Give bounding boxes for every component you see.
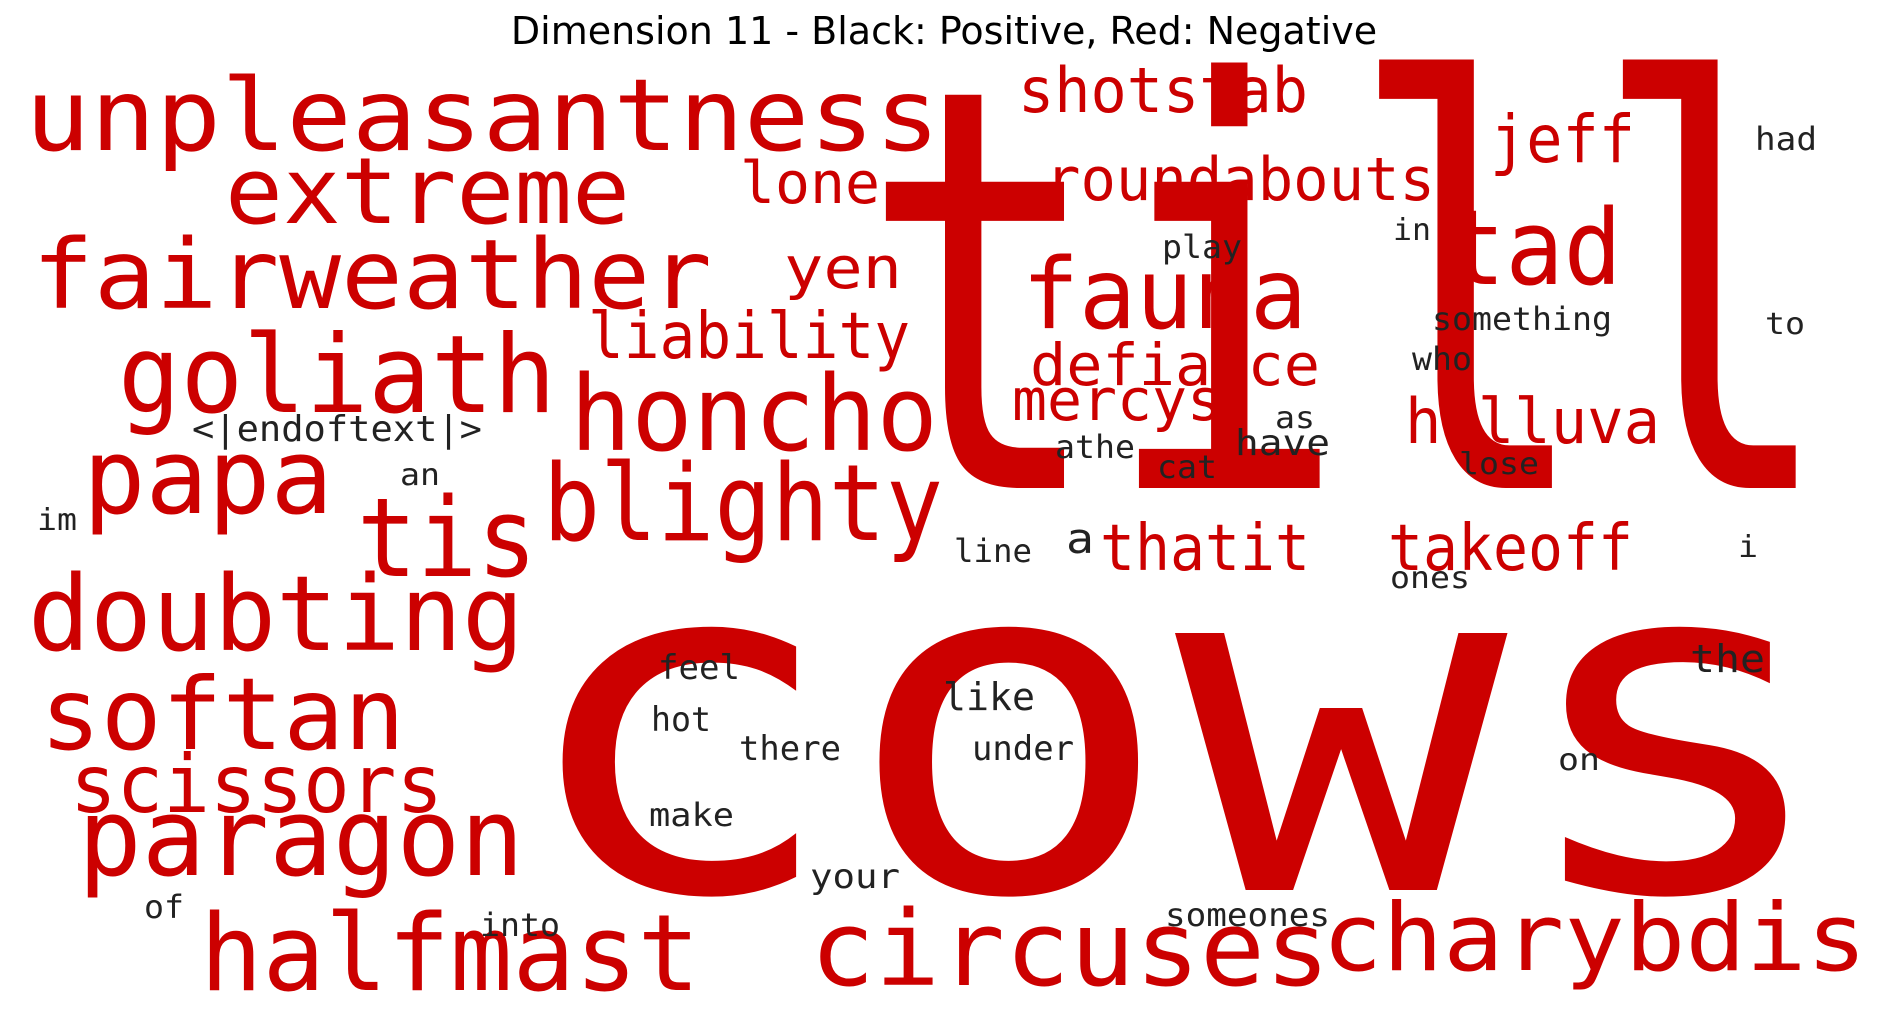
word-negative: till <box>860 0 1835 621</box>
word-negative: roundabouts <box>1045 145 1435 215</box>
word-negative: honcho <box>570 353 938 475</box>
word-negative: tis <box>357 474 537 602</box>
word-negative: paragon <box>78 776 524 901</box>
word-negative: extreme <box>225 138 630 245</box>
word-negative: jeff <box>1490 101 1635 178</box>
word-positive: have <box>1235 423 1330 464</box>
word-positive: ones <box>1390 561 1470 596</box>
chart-title: Dimension 11 - Black: Positive, Red: Neg… <box>510 9 1378 53</box>
word-positive: athe <box>1055 428 1135 466</box>
word-negative: mercys <box>1012 366 1222 434</box>
word-negative: unpleasantness <box>25 57 940 174</box>
word-positive: someones <box>1165 896 1330 934</box>
word-negative: tad <box>1447 187 1622 309</box>
word-positive: im <box>37 503 77 538</box>
word-negative: fairweather <box>32 219 712 331</box>
word-positive: lose <box>1459 447 1539 482</box>
word-negative: doubting <box>28 553 524 675</box>
word-positive: in <box>1393 213 1431 248</box>
word-positive: an <box>400 458 440 493</box>
word-positive: your <box>810 857 900 897</box>
word-positive: under <box>972 729 1074 769</box>
word-negative: scissors <box>70 738 443 831</box>
word-negative: blighty <box>543 442 943 565</box>
word-negative: shotstab <box>1018 54 1308 127</box>
word-negative: helluva <box>1405 385 1660 458</box>
word-negative: takeoff <box>1388 512 1633 586</box>
word-positive: there <box>739 729 841 769</box>
word-negative: papa <box>83 416 333 538</box>
word-negative: charybdis <box>1322 884 1867 993</box>
word-positive: on <box>1558 743 1600 778</box>
word-positive: who <box>1412 340 1472 378</box>
word-positive: to <box>1765 307 1805 342</box>
word-positive: i <box>1738 530 1758 565</box>
word-positive: a <box>1066 514 1094 563</box>
word-positive: play <box>1162 228 1242 266</box>
word-negative: softan <box>40 656 405 773</box>
word-positive: cat <box>1157 448 1217 486</box>
word-positive: the <box>1690 637 1765 681</box>
word-negative: fauna <box>1022 238 1307 352</box>
word-positive: feel <box>658 648 740 688</box>
word-negative: thatit <box>1100 512 1310 586</box>
word-positive: of <box>144 888 184 926</box>
word-positive: <|endoftext|> <box>192 409 482 450</box>
word-positive: like <box>943 675 1035 719</box>
word-positive: as <box>1275 401 1315 436</box>
word-negative: cows <box>510 454 1840 1001</box>
word-negative: lone <box>740 149 880 217</box>
word-positive: line <box>954 532 1032 570</box>
word-negative: goliath <box>118 313 556 438</box>
word-negative: liability <box>588 300 910 374</box>
word-negative: halfmast <box>200 892 700 1010</box>
word-positive: into <box>480 906 560 944</box>
word-positive: something <box>1432 300 1612 338</box>
word-positive: hot <box>651 700 711 740</box>
word-negative: yen <box>784 234 902 302</box>
word-negative: defiance <box>1030 331 1320 399</box>
word-negative: circuses <box>810 888 1330 1010</box>
word-positive: had <box>1755 120 1817 158</box>
word-positive: make <box>649 796 734 834</box>
